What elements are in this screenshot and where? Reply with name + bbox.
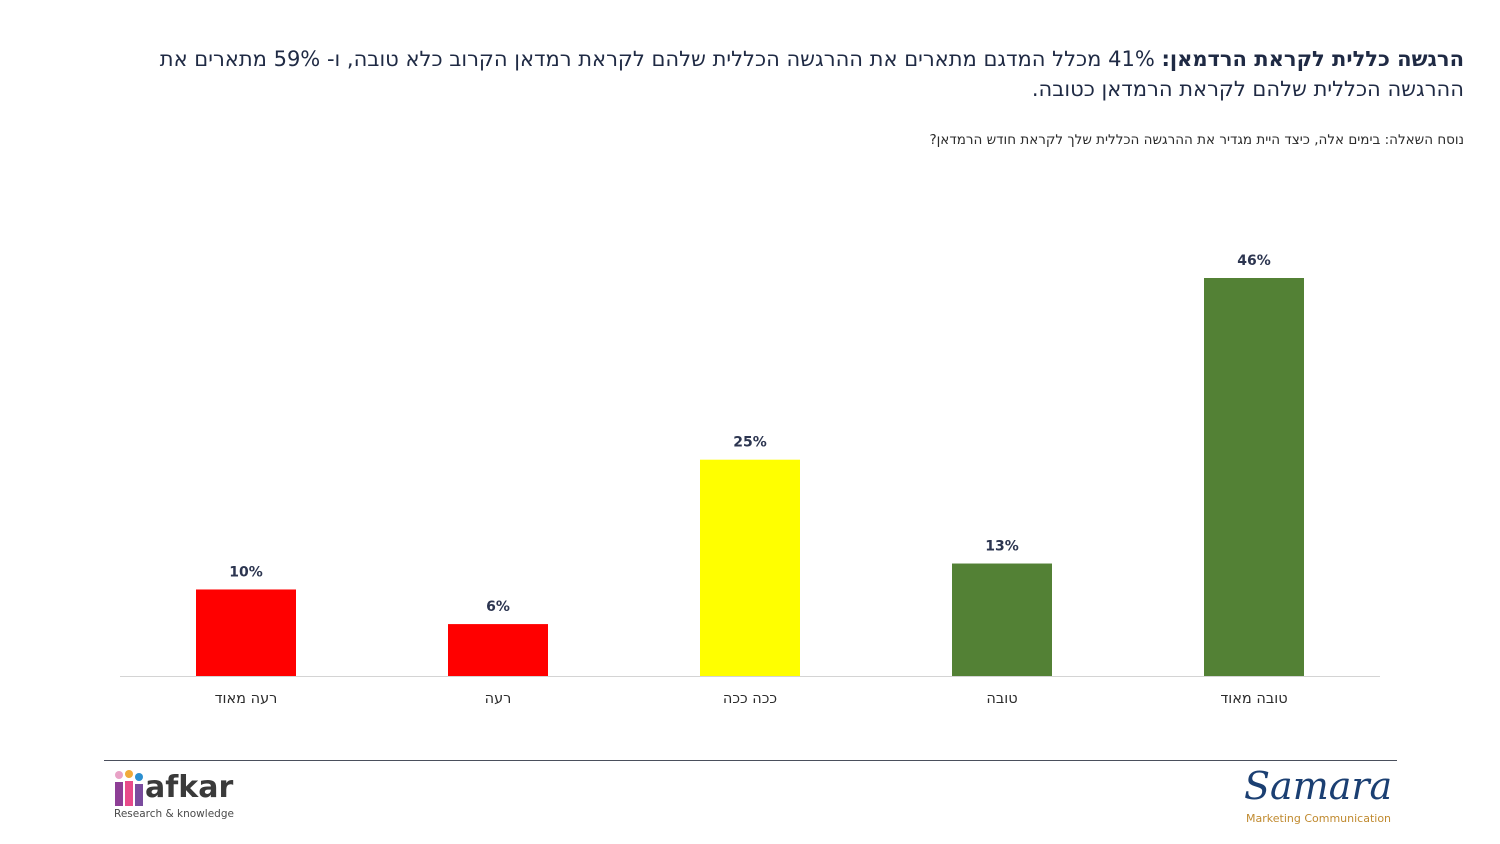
category-label-5: טובה מאוד (1220, 691, 1287, 707)
question-text: נוסח השאלה: בימים אלה, כיצד היית מגדיר א… (929, 132, 1464, 148)
afkar-logo: afkar Research & knowledge (113, 768, 253, 824)
bars-group: 10% רעה מאוד 6% רעה 25% ככה ככה 13% טובה 46% טובה… (196, 253, 1304, 707)
bar-chart: 10% רעה מאוד 6% רעה 25% ככה ככה 13% טובה 46% טובה… (120, 253, 1380, 707)
afkar-wordmark: afkar (145, 770, 234, 805)
bar-value-label-4: 13% (985, 539, 1019, 555)
chart-title: הרגשה כללית לקראת הרדמאן: 41% מכלל המדגם… (104, 44, 1464, 104)
bar-3 (700, 459, 800, 676)
bar-5 (1204, 278, 1304, 676)
category-label-4: טובה (986, 691, 1017, 707)
samara-tagline: Marketing Communication (1246, 812, 1392, 825)
samara-logo: Samara Marketing Communication (1240, 764, 1393, 828)
bar-value-label-5: 46% (1237, 253, 1271, 269)
bar-value-label-2: 6% (486, 599, 510, 615)
bar-1 (196, 589, 296, 676)
category-label-2: רעה (485, 691, 512, 707)
afkar-people-icon (115, 770, 143, 806)
category-label-1: רעה מאוד (215, 691, 278, 707)
title-rest: 41% מכלל המדגם מתארים את ההרגשה הכללית ש… (159, 47, 1464, 101)
title-bold: הרגשה כללית לקראת הרדמאן: (1161, 47, 1464, 71)
bar-2 (448, 624, 548, 676)
samara-wordmark: Samara (1244, 764, 1393, 808)
afkar-tagline: Research & knowledge (114, 808, 234, 820)
bar-4 (952, 563, 1052, 676)
footer-divider (104, 760, 1397, 761)
bar-value-label-3: 25% (733, 435, 767, 451)
category-label-3: ככה ככה (723, 691, 777, 707)
bar-value-label-1: 10% (229, 564, 263, 580)
